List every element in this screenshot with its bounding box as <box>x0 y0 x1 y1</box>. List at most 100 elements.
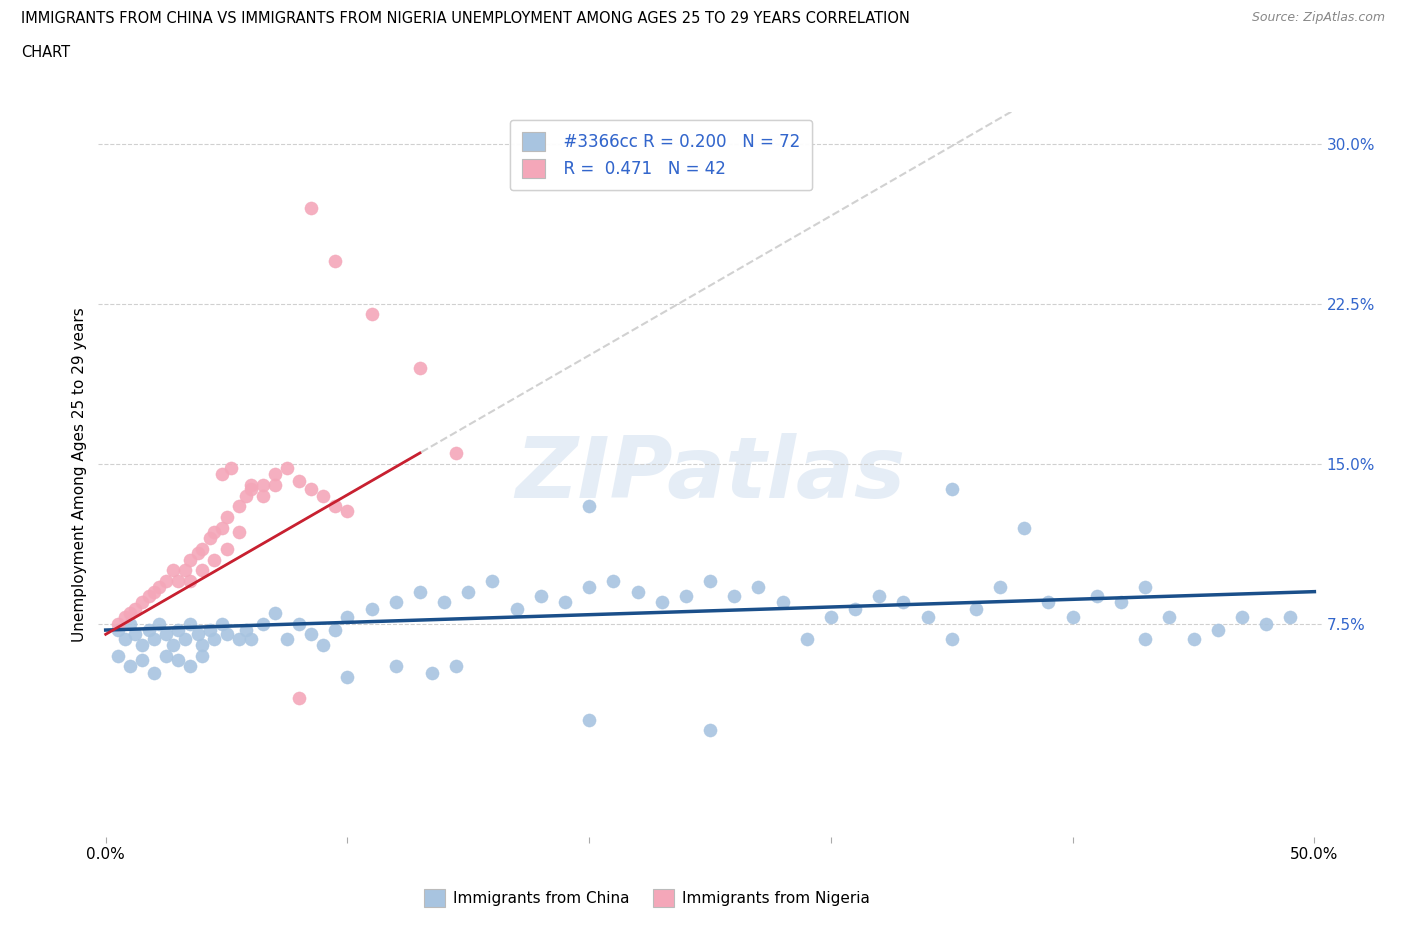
Point <box>457 584 479 599</box>
Point <box>384 595 406 610</box>
Point <box>107 648 129 663</box>
Point <box>384 658 406 673</box>
Point <box>323 622 346 637</box>
Point <box>772 595 794 610</box>
Point <box>174 563 197 578</box>
Point <box>204 525 226 539</box>
Point <box>107 617 129 631</box>
Point <box>174 631 197 646</box>
Point <box>264 477 287 492</box>
Point <box>299 200 322 215</box>
Point <box>148 617 170 631</box>
Point <box>204 552 226 567</box>
Point <box>235 488 257 503</box>
Point <box>917 610 939 625</box>
Point <box>215 541 238 556</box>
Point <box>288 473 311 488</box>
Point <box>107 622 129 637</box>
Point <box>131 638 153 653</box>
Point <box>675 589 697 604</box>
Point <box>167 574 190 589</box>
Point <box>198 622 221 637</box>
Point <box>252 617 274 631</box>
Point <box>299 627 322 642</box>
Point <box>965 602 987 617</box>
Point <box>191 648 214 663</box>
Point <box>578 498 600 513</box>
Point <box>444 658 467 673</box>
Point <box>699 723 721 737</box>
Point <box>323 498 346 513</box>
Point <box>252 488 274 503</box>
Point <box>323 254 346 269</box>
Point <box>360 307 382 322</box>
Point <box>481 574 503 589</box>
Point <box>1133 580 1156 595</box>
Point <box>651 595 673 610</box>
Point <box>578 712 600 727</box>
Point <box>191 638 214 653</box>
Point <box>444 445 467 460</box>
Legend:   #3366cc R = 0.200   N = 72,   R =  0.471   N = 42: #3366cc R = 0.200 N = 72, R = 0.471 N = … <box>510 120 813 190</box>
Text: CHART: CHART <box>21 45 70 60</box>
Point <box>155 574 177 589</box>
Point <box>118 605 141 620</box>
Point <box>221 460 243 475</box>
Point <box>505 602 527 617</box>
Point <box>312 638 335 653</box>
Point <box>554 595 576 610</box>
Point <box>602 574 624 589</box>
Point <box>276 631 298 646</box>
Text: IMMIGRANTS FROM CHINA VS IMMIGRANTS FROM NIGERIA UNEMPLOYMENT AMONG AGES 25 TO 2: IMMIGRANTS FROM CHINA VS IMMIGRANTS FROM… <box>21 11 910 26</box>
Point <box>699 574 721 589</box>
Legend: Immigrants from China, Immigrants from Nigeria: Immigrants from China, Immigrants from N… <box>418 884 876 913</box>
Point <box>1109 595 1132 610</box>
Point <box>868 589 890 604</box>
Point <box>114 631 136 646</box>
Point <box>211 520 233 535</box>
Point <box>1254 617 1277 631</box>
Point <box>148 580 170 595</box>
Point <box>941 482 963 497</box>
Point <box>228 631 250 646</box>
Point <box>215 510 238 525</box>
Point <box>179 617 201 631</box>
Point <box>1038 595 1060 610</box>
Point <box>820 610 842 625</box>
Point <box>179 574 201 589</box>
Point <box>179 552 201 567</box>
Point <box>118 658 141 673</box>
Point <box>288 691 311 706</box>
Point <box>844 602 866 617</box>
Point <box>167 622 190 637</box>
Point <box>433 595 456 610</box>
Point <box>131 653 153 668</box>
Point <box>138 622 160 637</box>
Point <box>336 503 359 518</box>
Point <box>988 580 1011 595</box>
Point <box>191 541 214 556</box>
Point <box>530 589 553 604</box>
Point <box>124 602 146 617</box>
Point <box>1230 610 1253 625</box>
Text: Source: ZipAtlas.com: Source: ZipAtlas.com <box>1251 11 1385 24</box>
Point <box>941 631 963 646</box>
Point <box>211 617 233 631</box>
Point <box>264 467 287 482</box>
Point <box>1279 610 1302 625</box>
Point <box>420 665 443 680</box>
Point <box>264 605 287 620</box>
Point <box>1085 589 1108 604</box>
Point <box>239 482 262 497</box>
Point <box>143 631 166 646</box>
Point <box>276 460 298 475</box>
Point <box>360 602 382 617</box>
Point <box>1206 622 1229 637</box>
Point <box>143 665 166 680</box>
Point <box>155 648 177 663</box>
Point <box>252 477 274 492</box>
Point <box>312 488 335 503</box>
Point <box>179 658 201 673</box>
Point <box>893 595 915 610</box>
Point <box>131 595 153 610</box>
